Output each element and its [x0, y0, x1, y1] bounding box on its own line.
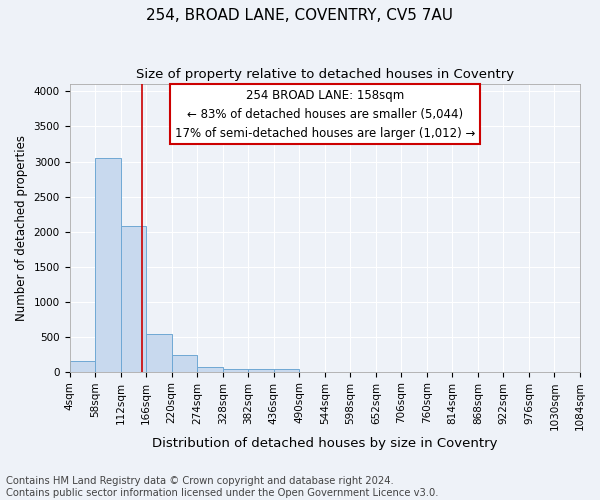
X-axis label: Distribution of detached houses by size in Coventry: Distribution of detached houses by size …: [152, 437, 497, 450]
Title: Size of property relative to detached houses in Coventry: Size of property relative to detached ho…: [136, 68, 514, 80]
Bar: [223, 369, 248, 372]
Bar: [197, 367, 223, 372]
Bar: [274, 370, 299, 372]
Bar: [121, 226, 146, 372]
Bar: [248, 369, 274, 372]
Y-axis label: Number of detached properties: Number of detached properties: [15, 135, 28, 321]
Bar: [95, 158, 121, 372]
Bar: [146, 334, 172, 372]
Text: 254 BROAD LANE: 158sqm
← 83% of detached houses are smaller (5,044)
17% of semi-: 254 BROAD LANE: 158sqm ← 83% of detached…: [175, 89, 475, 140]
Text: Contains HM Land Registry data © Crown copyright and database right 2024.
Contai: Contains HM Land Registry data © Crown c…: [6, 476, 439, 498]
Bar: [172, 355, 197, 372]
Bar: [70, 361, 95, 372]
Text: 254, BROAD LANE, COVENTRY, CV5 7AU: 254, BROAD LANE, COVENTRY, CV5 7AU: [146, 8, 454, 22]
